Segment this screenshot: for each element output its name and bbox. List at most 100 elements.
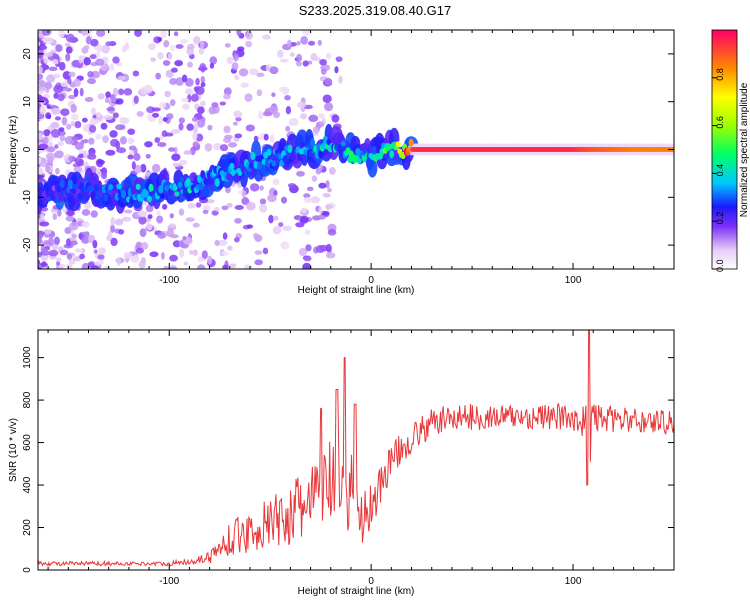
heatmap-noise-cell bbox=[59, 249, 69, 256]
heatmap-noise-cell bbox=[179, 248, 185, 258]
heatmap-noise-cell bbox=[320, 68, 327, 75]
heatmap-ridge-cell bbox=[72, 183, 78, 190]
heatmap-noise-cell bbox=[198, 47, 205, 55]
heatmap-noise-cell bbox=[158, 116, 164, 125]
heatmap-noise-cell bbox=[150, 57, 156, 62]
heatmap-ridge-cell bbox=[159, 193, 165, 199]
colorbar-label: Normalized spectral amplitude bbox=[739, 82, 750, 217]
heatmap-noise-cell bbox=[272, 215, 279, 221]
heatmap-noise-cell bbox=[200, 75, 206, 84]
heatmap-noise-cell bbox=[48, 66, 58, 72]
heatmap-noise-cell bbox=[302, 60, 309, 67]
heatmap-noise-cell bbox=[161, 130, 168, 138]
heatmap-noise-cell bbox=[38, 73, 44, 81]
heatmap-ridge-cell bbox=[58, 192, 64, 202]
heatmap-noise-cell bbox=[295, 222, 305, 228]
heatmap-noise-cell bbox=[88, 137, 95, 145]
heatmap-noise-cell bbox=[127, 154, 134, 160]
heatmap-ridge-cell bbox=[240, 165, 246, 173]
heatmap-noise-cell bbox=[43, 129, 51, 137]
heatmap-noise-cell bbox=[163, 40, 170, 48]
snr-series-line bbox=[38, 330, 674, 567]
heatmap-noise-cell bbox=[233, 53, 239, 62]
heatmap-noise-cell bbox=[224, 134, 233, 140]
heatmap-noise-cell bbox=[71, 136, 78, 141]
heatmap-noise-cell bbox=[76, 160, 84, 167]
heatmap-noise-cell bbox=[213, 142, 222, 151]
heatmap-noise-cell bbox=[195, 77, 200, 86]
heatmap-noise-cell bbox=[162, 117, 168, 122]
heatmap-ridge-cell bbox=[214, 177, 220, 187]
heatmap-ridge-cell bbox=[208, 178, 214, 185]
heatmap-noise-cell bbox=[45, 152, 56, 161]
heatmap-noise-cell bbox=[65, 215, 75, 222]
heatmap-noise-cell bbox=[127, 137, 135, 145]
heatmap-noise-cell bbox=[50, 128, 61, 138]
heatmap-noise-cell bbox=[81, 30, 92, 36]
heatmap-noise-cell bbox=[90, 53, 97, 60]
heatmap-ridge-cell bbox=[77, 192, 83, 200]
heatmap-noise-cell bbox=[55, 44, 63, 53]
heatmap-noise-cell bbox=[157, 232, 166, 239]
heatmap-noise-cell bbox=[117, 75, 126, 81]
heatmap-noise-cell bbox=[133, 153, 141, 161]
heatmap-noise-cell bbox=[200, 100, 206, 107]
heatmap-noise-cell bbox=[207, 255, 213, 265]
heatmap-noise-cell bbox=[134, 30, 142, 37]
heatmap-noise-cell bbox=[181, 74, 188, 83]
heatmap-noise-cell bbox=[254, 259, 263, 266]
heatmap-noise-cell bbox=[134, 164, 142, 174]
heatmap-noise-cell bbox=[124, 209, 133, 214]
heatmap-noise-cell bbox=[46, 104, 51, 110]
heatmap-noise-cell bbox=[175, 77, 184, 86]
snr-ytick-label: 800 bbox=[22, 391, 33, 408]
heatmap-noise-cell bbox=[105, 97, 110, 104]
heatmap-noise-cell bbox=[168, 223, 177, 229]
heatmap-ridge-cell bbox=[408, 138, 414, 147]
heatmap-noise-cell bbox=[334, 66, 339, 74]
heatmap-ridge-cell bbox=[90, 191, 96, 201]
heatmap-noise-cell bbox=[299, 215, 309, 224]
heatmap-noise-cell bbox=[46, 146, 56, 153]
heatmap-noise-cell bbox=[185, 88, 194, 95]
heatmap-noise-cell bbox=[296, 40, 301, 46]
heatmap-noise-cell bbox=[194, 86, 205, 95]
heatmap-ridge-cell bbox=[229, 162, 235, 170]
heatmap-noise-cell bbox=[127, 128, 136, 135]
heatmap-ridge-cell bbox=[108, 184, 114, 190]
heatmap-noise-cell bbox=[248, 68, 259, 76]
heatmap-noise-cell bbox=[288, 118, 299, 127]
heatmap-ridge-cell bbox=[198, 182, 204, 191]
snr-ytick-label: 400 bbox=[22, 476, 33, 493]
heatmap-noise-cell bbox=[200, 40, 205, 49]
heatmap-noise-cell bbox=[188, 249, 194, 255]
heatmap-noise-cell bbox=[287, 183, 297, 188]
heatmap-noise-cell bbox=[257, 110, 264, 120]
heatmap-noise-cell bbox=[156, 215, 164, 224]
heatmap-noise-cell bbox=[83, 150, 88, 159]
heatmap-noise-cell bbox=[160, 30, 167, 39]
heatmap-noise-cell bbox=[307, 40, 316, 46]
heatmap-noise-cell bbox=[103, 115, 113, 121]
heatmap-noise-cell bbox=[69, 221, 79, 231]
heatmap-noise-cell bbox=[38, 236, 43, 245]
heatmap-ridge-cell bbox=[167, 188, 173, 196]
heatmap-noise-cell bbox=[146, 106, 155, 114]
heatmap-noise-cell bbox=[106, 106, 115, 112]
heatmap-noise-cell bbox=[323, 102, 334, 112]
heatmap-noise-cell bbox=[289, 52, 295, 57]
heatmap-noise-cell bbox=[137, 210, 148, 218]
colorbar-tick-label: 0.4 bbox=[715, 164, 725, 177]
heatmap-noise-cell bbox=[88, 124, 97, 133]
heatmap-ridge-cell bbox=[287, 144, 293, 154]
heatmap-noise-cell bbox=[74, 141, 84, 151]
heatmap-noise-cell bbox=[259, 185, 264, 191]
spectrogram-ytick-label: 20 bbox=[22, 48, 33, 60]
heatmap-noise-cell bbox=[103, 266, 109, 269]
heatmap-noise-cell bbox=[318, 182, 327, 189]
heatmap-noise-cell bbox=[68, 155, 76, 162]
heatmap-noise-cell bbox=[214, 239, 220, 246]
heatmap-ridge-cell bbox=[203, 176, 209, 186]
spectrogram-xlabel: Height of straight line (km) bbox=[298, 285, 415, 296]
